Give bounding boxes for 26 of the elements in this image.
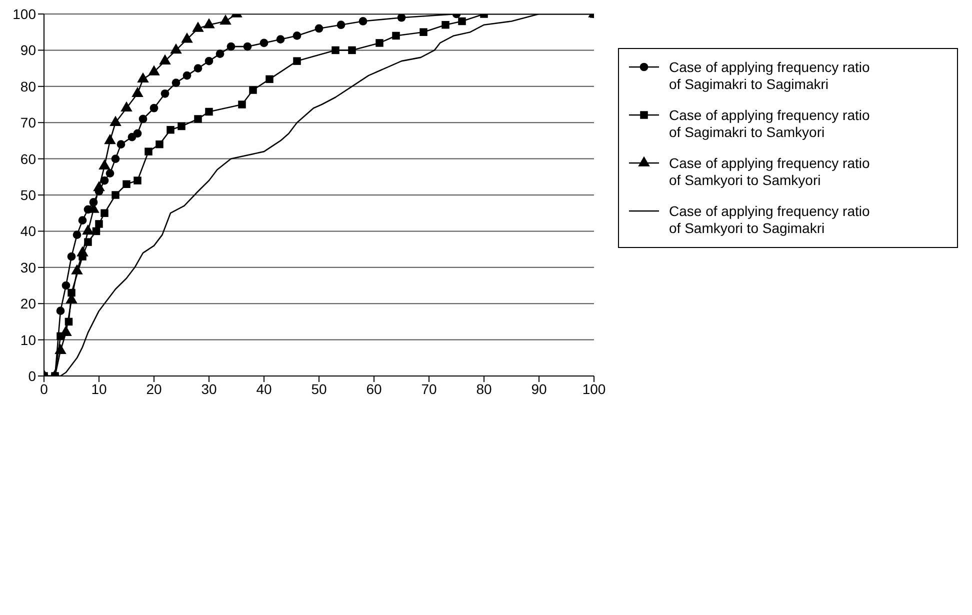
- y-tick-label: 70: [20, 114, 36, 131]
- x-tick-label: 60: [366, 380, 382, 397]
- x-tick-label: 70: [421, 380, 437, 397]
- x-tick-label: 50: [311, 380, 327, 397]
- x-tick-label: 40: [256, 380, 272, 397]
- legend-label: Case of applying frequency ratio of Samkyori to Sagimakri: [669, 203, 870, 237]
- x-tick-label: 30: [201, 380, 217, 397]
- y-tick-label: 0: [28, 368, 36, 384]
- y-tick-label: 30: [20, 259, 36, 276]
- y-tick-label: 40: [20, 223, 36, 240]
- y-tick-label: 10: [20, 332, 36, 348]
- y-tick-label: 20: [20, 296, 36, 312]
- legend-label: Case of applying frequency ratio of Samkyori to Samkyori: [669, 155, 870, 189]
- x-tick-label: 20: [146, 380, 162, 397]
- x-tick-label: 100: [582, 380, 606, 397]
- legend-label: Case of applying frequency ratio of Sagimakri to Samkyori: [669, 107, 870, 141]
- y-tick-label: 100: [12, 6, 36, 22]
- x-tick-label: 0: [40, 380, 48, 397]
- y-tick-label: 60: [20, 150, 36, 167]
- y-tick-label: 50: [20, 186, 36, 203]
- y-tick-label: 80: [20, 78, 36, 94]
- x-tick-label: 90: [531, 380, 547, 397]
- x-tick-label: 10: [91, 380, 107, 397]
- x-tick-label: 80: [476, 380, 492, 397]
- legend-label: Case of applying frequency ratio of Sagimakri to Sagimakri: [669, 59, 870, 93]
- y-tick-label: 90: [20, 42, 36, 58]
